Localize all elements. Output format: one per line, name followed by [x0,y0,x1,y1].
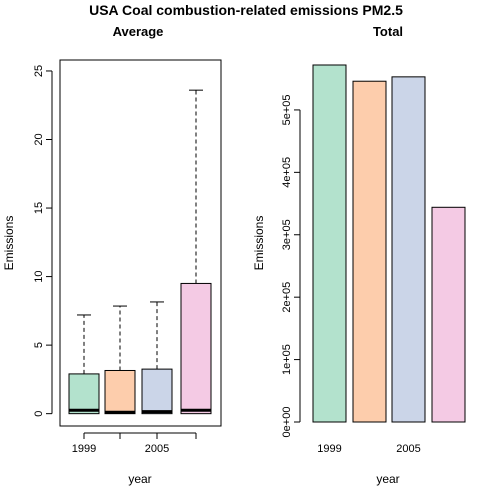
x-axis-average: 1999 2005 [72,432,197,455]
x-tick-label-average: 1999 [72,443,96,455]
panel-total-ylabel: Emissions [252,216,266,271]
y-tick-label-total: 5e+05 [281,94,293,125]
panel-average-ylabel: Emissions [2,216,16,271]
x-axis-total: 1999 2005 [317,443,420,455]
panel-average-frame [59,59,222,427]
x-tick-label-average: 2005 [145,443,169,455]
y-tick-label-total: 2e+05 [281,282,293,313]
y-tick-label-total: 3e+05 [281,219,293,250]
box-2002 [104,369,136,415]
y-tick-label-average: 25 [33,65,45,77]
bar-2008 [431,206,466,423]
bar-marks [312,64,466,423]
panel-average-xlabel: year [128,472,151,486]
bar-2002 [352,80,387,423]
chart-title: USA Coal combustion-related emissions PM… [89,2,403,18]
panel-total-xlabel: year [376,472,399,486]
y-tick-label-total: 1e+05 [281,344,293,375]
y-tick-label-average: 20 [33,133,45,145]
panel-total: Total 0e+00 1e+05 2e+05 3e+05 4e+05 5e+05 199… [252,24,466,486]
y-tick-label-total: 4e+05 [281,157,293,188]
y-tick-label-average: 0 [33,411,45,417]
y-tick-label-average: 5 [33,342,45,348]
boxplot-marks [68,89,212,415]
bar-1999 [312,64,347,423]
y-axis-average: 0 5 10 15 20 25 [33,65,53,417]
y-axis-total: 0e+00 1e+05 2e+05 3e+05 4e+05 5e+05 [281,94,301,438]
y-tick-label-average: 15 [33,202,45,214]
bar-2005 [391,76,426,423]
y-tick-label-average: 10 [33,270,45,282]
y-tick-label-total: 0e+00 [281,407,293,438]
box-2005 [141,368,173,415]
x-tick-label-total: 1999 [317,443,341,455]
box-1999 [68,373,100,415]
x-tick-label-total: 2005 [396,443,420,455]
panel-average: Average 0 5 10 15 20 25 1999 2005 Emissions ye… [2,24,222,486]
panel-average-title: Average [113,24,164,39]
panel-total-title: Total [373,24,403,39]
box-2008 [180,282,212,415]
